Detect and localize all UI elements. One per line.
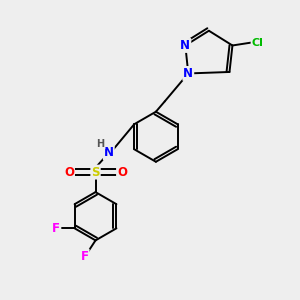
Text: N: N xyxy=(180,39,190,52)
Text: N: N xyxy=(183,67,193,80)
Text: H: H xyxy=(97,139,105,148)
Text: Cl: Cl xyxy=(251,38,263,47)
Text: F: F xyxy=(52,222,60,235)
Text: O: O xyxy=(117,166,127,178)
Text: O: O xyxy=(64,166,74,178)
Text: N: N xyxy=(104,146,114,159)
Text: F: F xyxy=(81,250,88,262)
Text: S: S xyxy=(91,166,100,178)
